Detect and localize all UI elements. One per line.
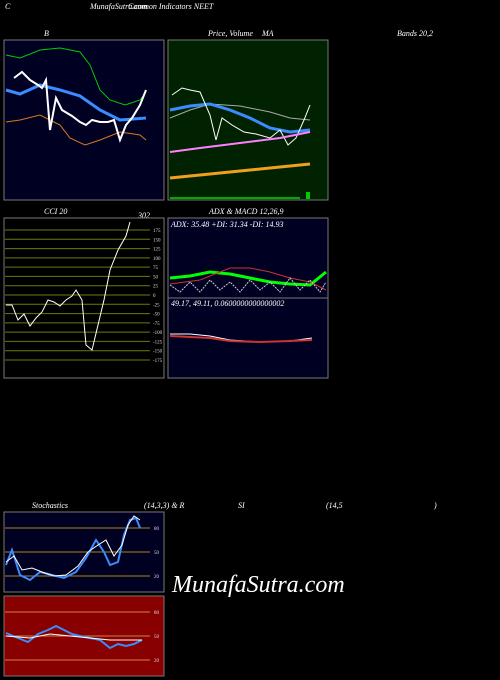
cci-panel	[3, 217, 165, 379]
price-ma-long	[169, 103, 311, 121]
price-panel	[167, 39, 329, 201]
cci-tick-label: -75	[153, 322, 160, 327]
header-title: Common Indicators NEET	[128, 2, 214, 11]
stochastics-tick-label: 20	[154, 575, 160, 580]
stoch-params: (14,3,3) & R	[144, 501, 185, 510]
cci-tick-label: -125	[153, 340, 163, 345]
adx-minusdi	[169, 267, 327, 291]
stoch-title: Stochastics	[32, 501, 68, 510]
cci-tick-label: 125	[153, 248, 161, 253]
rsi-tick-label: 80	[154, 611, 160, 616]
header-left: C	[5, 2, 11, 11]
cci-title: CCI 20	[44, 207, 67, 216]
stochastics-tick-label: 50	[154, 551, 160, 556]
cci-tick-label: 75	[153, 266, 159, 271]
cci-last: 302	[137, 211, 150, 220]
bb-upper	[5, 47, 147, 106]
rsi-close: )	[433, 501, 437, 510]
bb-title: B	[44, 29, 49, 38]
bb-mid	[5, 83, 147, 122]
cci-tick-label: 175	[153, 229, 161, 234]
cci-tick-label: -50	[153, 313, 160, 318]
bb-panel	[3, 39, 165, 201]
price-line	[171, 87, 311, 146]
cci-tick-label: -100	[153, 331, 163, 336]
adx-text: ADX: 35.48 +DI: 31.34 -DI: 14.93	[170, 220, 284, 229]
stoch-d	[5, 515, 141, 577]
cci-line	[6, 221, 131, 351]
cci-tick-label: 0	[153, 294, 156, 299]
rsi-tick-label: 20	[154, 659, 160, 664]
volume-bar	[306, 192, 310, 199]
rsi-line	[5, 624, 143, 650]
price-title: Price, Volume	[207, 29, 253, 38]
macd-signal	[169, 335, 313, 344]
cci-tick-label: -25	[153, 303, 160, 308]
price-title-suffix: MA	[261, 29, 274, 38]
cci-tick-label: 150	[153, 238, 161, 243]
rsi-params: (14,5	[326, 501, 343, 510]
cci-tick-label: 100	[153, 257, 161, 262]
macd-text: 49.17, 49.11, 0.0600000000000002	[171, 299, 284, 308]
cci-tick-label: -150	[153, 350, 163, 355]
price-ma	[169, 102, 311, 134]
rsi-tick-label: 50	[154, 635, 160, 640]
adx-line	[169, 277, 327, 293]
cci-tick-label: 50	[153, 275, 159, 280]
adx-title: ADX & MACD 12,26,9	[208, 207, 283, 216]
rsi-title: SI	[238, 501, 245, 510]
header-site: MunafaSutra.com	[89, 2, 148, 11]
price-ma-pink	[169, 131, 311, 153]
rsi-ma	[5, 633, 142, 641]
bb-price	[13, 70, 147, 144]
watermark: MunafaSutra.com	[171, 572, 345, 598]
bb-lower	[5, 114, 147, 146]
stochastics-tick-label: 80	[154, 527, 160, 532]
cci-tick-label: 25	[153, 285, 159, 290]
bb-title-right: Bands 20,2	[397, 29, 433, 38]
cci-tick-label: -175	[153, 359, 163, 364]
adx-plusdi	[169, 270, 327, 287]
price-ma-orange	[169, 162, 311, 180]
